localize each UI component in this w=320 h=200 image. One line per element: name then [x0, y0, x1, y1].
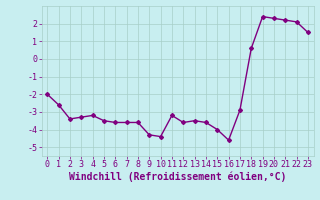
X-axis label: Windchill (Refroidissement éolien,°C): Windchill (Refroidissement éolien,°C): [69, 172, 286, 182]
